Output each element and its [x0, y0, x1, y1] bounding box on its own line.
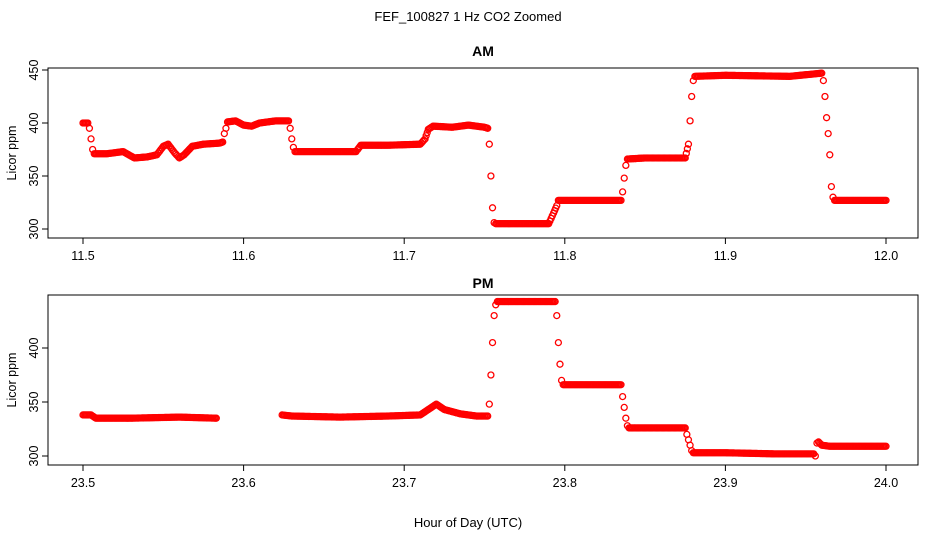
data-point: [484, 124, 492, 132]
x-axis-title: Hour of Day (UTC): [413, 515, 523, 530]
data-point: [811, 452, 819, 460]
data-point: [622, 414, 630, 422]
data-point: [488, 204, 497, 212]
data-point: [618, 392, 627, 401]
data-point: [422, 132, 430, 140]
x-tick-label: 11.7: [392, 249, 415, 263]
data-point: [688, 92, 696, 101]
data-point: [222, 124, 230, 132]
data-point: [620, 403, 628, 412]
x-tick-label: 11.8: [553, 249, 576, 263]
y-tick-label: 350: [27, 166, 41, 187]
data-point: [219, 138, 227, 146]
data-point: [821, 92, 829, 101]
data-point: [826, 151, 834, 159]
data-point: [288, 135, 296, 143]
y-tick-label: 300: [27, 446, 41, 467]
x-tick-label: 11.5: [71, 249, 94, 263]
y-tick-label: 400: [27, 113, 41, 134]
data-point: [617, 196, 625, 205]
page-title: FEF_100827 1 Hz CO2 Zoomed: [374, 9, 562, 24]
data-point: [622, 161, 630, 170]
data-point: [485, 140, 493, 148]
data-point: [822, 114, 831, 122]
data-point: [682, 149, 690, 158]
data-point: [824, 129, 832, 138]
y-tick-label: 300: [27, 219, 41, 240]
data-point: [485, 400, 493, 408]
x-tick-label: 23.7: [392, 476, 416, 490]
data-point: [882, 442, 890, 450]
data-point: [686, 117, 694, 125]
x-tick-label: 23.9: [713, 476, 737, 490]
data-point: [421, 135, 429, 143]
data-point: [490, 311, 498, 320]
data-point: [683, 145, 692, 153]
data-point: [487, 172, 495, 180]
y-tick-label: 450: [27, 60, 41, 81]
x-tick-label: 12.0: [874, 249, 898, 263]
x-tick-label: 11.6: [232, 249, 255, 263]
y-tick-label: 400: [27, 338, 41, 359]
panel-title: PM: [473, 275, 494, 291]
data-point: [618, 188, 627, 196]
x-tick-label: 24.0: [874, 476, 898, 490]
data-point: [681, 424, 689, 432]
data-points: [79, 297, 890, 460]
data-point: [284, 117, 293, 125]
data-point: [553, 311, 561, 320]
x-tick-label: 11.9: [714, 249, 737, 263]
data-point: [681, 154, 689, 162]
data-point: [684, 140, 693, 148]
data-point: [617, 381, 625, 389]
data-point: [551, 297, 559, 306]
data-point: [620, 174, 628, 182]
y-tick-label: 350: [27, 392, 41, 413]
data-point: [554, 338, 563, 347]
data-point: [85, 124, 94, 132]
plot-frame: [47, 294, 919, 466]
data-point: [556, 360, 564, 368]
pm-panel: PM 23.5 23.6 23.7 23.8 23.9 24.0 300 350 400 Licor…: [5, 275, 919, 490]
y-axis-label: Licor ppm: [5, 353, 19, 408]
data-point: [487, 371, 495, 379]
data-point: [484, 412, 492, 420]
x-tick-label: 23.6: [231, 476, 255, 490]
x-tick-label: 23.5: [71, 476, 95, 490]
data-point: [286, 124, 294, 132]
data-point: [882, 196, 890, 205]
data-point: [818, 69, 826, 77]
am-panel: AM 11.5 11.6 11.7 11.8 11.9 12.0 300 350 400 450 Li…: [5, 43, 919, 263]
panel-title: AM: [472, 43, 494, 59]
y-axis-label: Licor ppm: [5, 126, 19, 181]
data-point: [827, 182, 836, 191]
data-point: [212, 414, 220, 422]
data-point: [819, 76, 828, 85]
x-tick-label: 23.8: [553, 476, 577, 490]
data-point: [87, 135, 95, 143]
data-points: [79, 69, 890, 228]
data-point: [488, 338, 497, 347]
